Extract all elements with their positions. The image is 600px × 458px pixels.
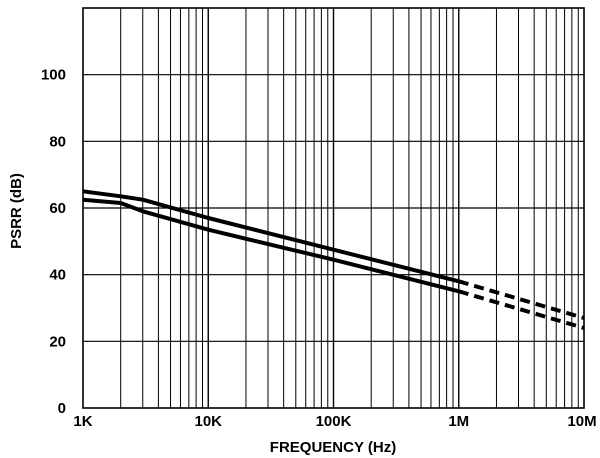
series-line-0 xyxy=(82,189,460,284)
x-tick-label: 1M xyxy=(448,413,469,430)
x-tick-label: 10K xyxy=(194,413,222,430)
y-tick-label: 40 xyxy=(49,267,66,284)
series-group xyxy=(82,189,585,330)
x-tick-label: 1K xyxy=(73,413,92,430)
extrapolated-series-line-3 xyxy=(458,289,585,330)
x-tick-label: 100K xyxy=(316,413,352,430)
x-axis-title: FREQUENCY (Hz) xyxy=(270,439,396,456)
x-tick-labels: 1K 10K 100K 1M 10M xyxy=(73,413,596,430)
x-tick-label: 10M xyxy=(567,413,596,430)
series-line-1 xyxy=(82,197,460,294)
plot-frame xyxy=(82,7,585,409)
y-tick-labels: 0 20 40 60 80 100 xyxy=(41,67,66,417)
y-axis-title: PSRR (dB) xyxy=(8,173,25,249)
y-tick-label: 100 xyxy=(41,67,66,84)
y-tick-label: 20 xyxy=(49,333,66,350)
extrapolated-series-line-2 xyxy=(458,279,585,320)
y-tick-label: 80 xyxy=(49,133,66,150)
y-tick-label: 0 xyxy=(58,400,66,417)
y-tick-label: 60 xyxy=(49,200,66,217)
grid xyxy=(82,7,585,409)
